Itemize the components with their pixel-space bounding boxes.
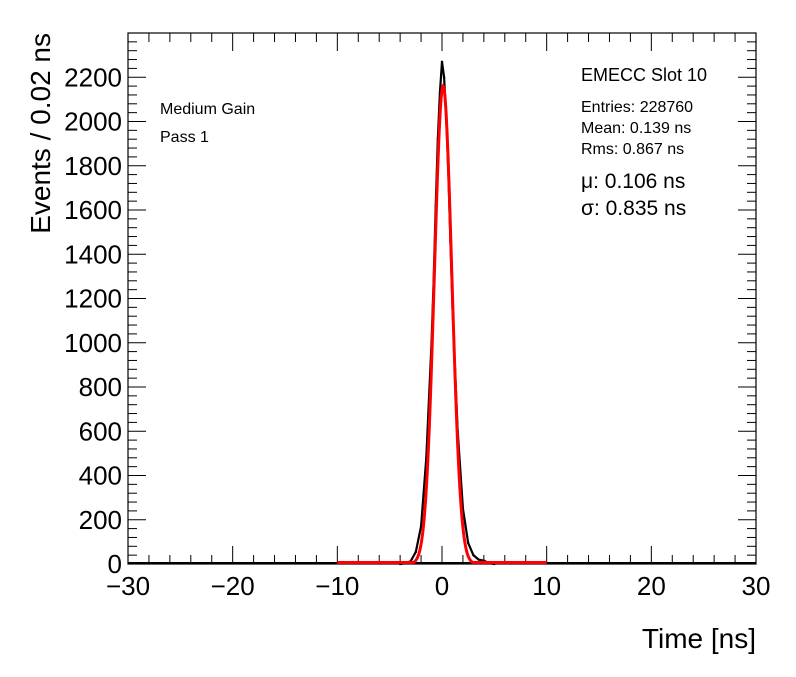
mu-label: μ: 0.106 ns (581, 170, 685, 193)
x-tick-label: −30 (106, 571, 150, 601)
y-tick-label: 1400 (64, 239, 122, 269)
x-tick-label: −20 (211, 571, 255, 601)
histogram-point (442, 76, 446, 79)
histogram-point (466, 541, 470, 545)
x-tick-labels: −30 −20 −10 0 10 20 30 (106, 571, 771, 601)
slot-label: EMECC Slot 10 (581, 65, 707, 85)
x-axis-title: Time [ns] (642, 623, 756, 654)
x-tick-label: −10 (315, 571, 359, 601)
y-tick-label: 200 (79, 505, 122, 535)
histogram-point (472, 553, 475, 557)
histogram-point (477, 558, 480, 561)
y-tick-label: 0 (108, 549, 122, 579)
rms-label: Rms: 0.867 ns (581, 141, 684, 158)
y-tick-label: 600 (79, 416, 122, 446)
pass-label: Pass 1 (160, 129, 209, 146)
sigma-label: σ: 0.835 ns (581, 197, 686, 220)
axis-ticks (127, 32, 757, 565)
x-tick-label: 10 (532, 571, 561, 601)
series-group (128, 60, 756, 566)
histogram-point (440, 60, 444, 63)
x-tick-label: 30 (742, 571, 771, 601)
entries-label: Entries: 228760 (581, 99, 693, 116)
histogram-point (414, 550, 418, 554)
y-tick-label: 400 (79, 461, 122, 491)
y-tick-label: 1000 (64, 328, 122, 358)
y-tick-label: 1200 (64, 284, 122, 314)
y-tick-label: 2000 (64, 107, 122, 137)
y-tick-label: 800 (79, 372, 122, 402)
mean-label: Mean: 0.139 ns (581, 120, 691, 137)
histogram-point (419, 525, 423, 528)
y-axis-title: Events / 0.02 ns (25, 33, 56, 234)
gain-label: Medium Gain (160, 101, 255, 118)
y-tick-label: 2200 (64, 62, 122, 92)
y-tick-labels: 0 200 400 600 800 1000 1200 1400 1600 1800 2000 220… (64, 62, 122, 579)
y-tick-label: 1800 (64, 151, 122, 181)
x-tick-label: 20 (637, 571, 666, 601)
x-tick-label: 0 (435, 571, 449, 601)
y-tick-label: 1600 (64, 195, 122, 225)
gaussian-fit-curve (337, 83, 547, 564)
